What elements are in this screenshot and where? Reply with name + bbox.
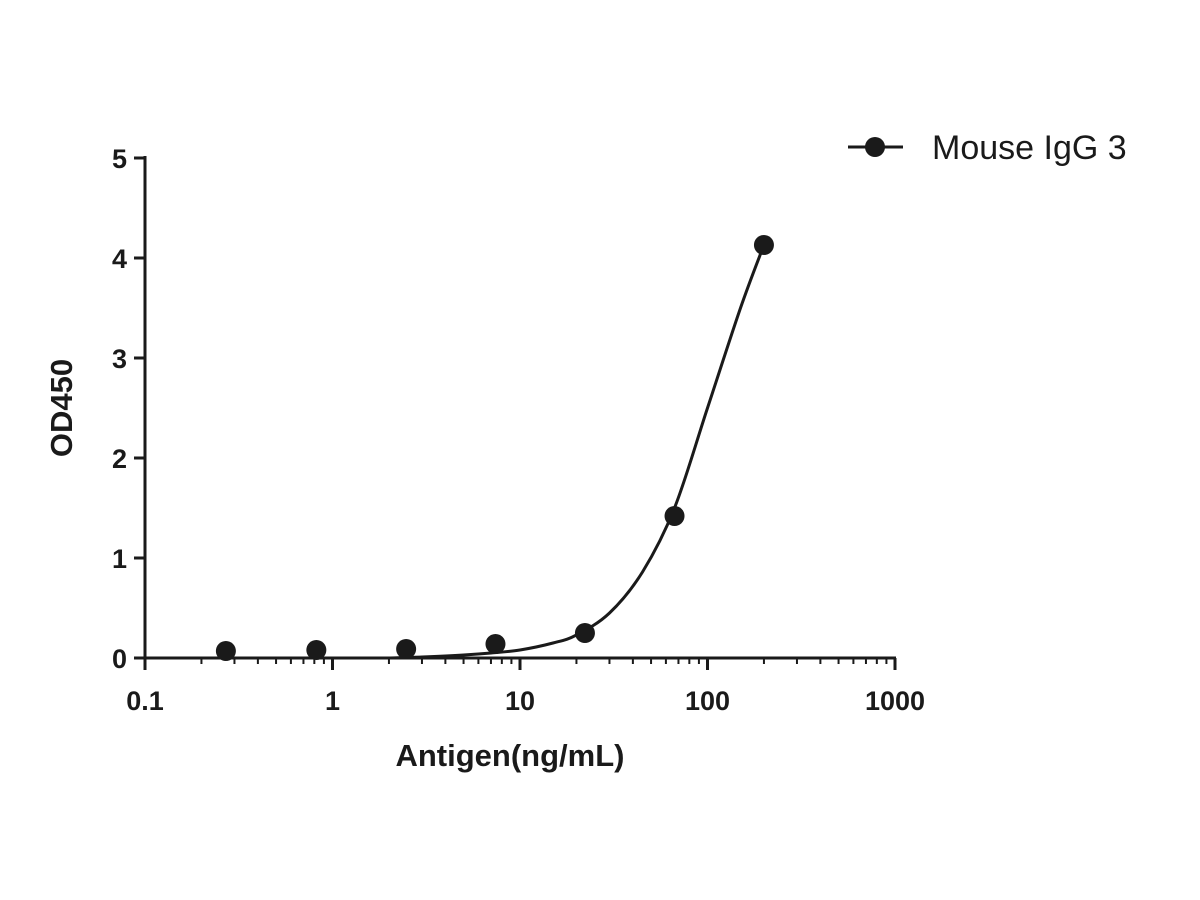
x-tick-label: 1 <box>325 686 340 716</box>
x-tick-label: 10 <box>505 686 535 716</box>
y-tick: 1 <box>112 544 145 574</box>
y-ticks: 0 1 2 3 4 5 <box>112 144 145 674</box>
y-tick: 0 <box>112 644 145 674</box>
x-tick-label: 0.1 <box>126 686 164 716</box>
fit-curve-line <box>388 244 766 660</box>
y-tick: 5 <box>112 144 145 174</box>
x-tick: 10 <box>505 658 535 716</box>
y-tick-label: 3 <box>112 344 127 374</box>
y-tick-label: 5 <box>112 144 127 174</box>
x-tick-label: 100 <box>685 686 730 716</box>
y-tick-label: 1 <box>112 544 127 574</box>
legend-marker <box>865 137 885 157</box>
data-point <box>306 640 327 660</box>
y-tick-label: 4 <box>112 244 127 274</box>
legend: Mouse IgG 3 <box>848 129 1127 167</box>
data-point <box>485 634 506 654</box>
data-points <box>215 235 774 661</box>
y-tick: 2 <box>112 444 145 474</box>
data-point <box>396 639 417 659</box>
y-tick-label: 0 <box>112 644 127 674</box>
y-tick: 4 <box>112 244 145 274</box>
x-ticks: 0.1 1 10 100 1000 <box>126 658 925 716</box>
data-point <box>215 641 236 661</box>
x-tick: 100 <box>685 658 730 716</box>
axes <box>143 156 896 660</box>
y-axis-title: OD450 <box>44 359 79 457</box>
x-tick: 0.1 <box>126 658 164 716</box>
x-tick-label: 1000 <box>865 686 925 716</box>
x-axis-title: Antigen(ng/mL) <box>395 738 624 773</box>
x-tick: 1000 <box>865 658 925 716</box>
y-tick: 3 <box>112 344 145 374</box>
data-point <box>753 235 774 255</box>
data-point <box>664 506 685 526</box>
data-point <box>574 623 595 643</box>
x-tick: 1 <box>325 658 340 716</box>
y-tick-label: 2 <box>112 444 127 474</box>
legend-label: Mouse IgG 3 <box>932 129 1127 167</box>
